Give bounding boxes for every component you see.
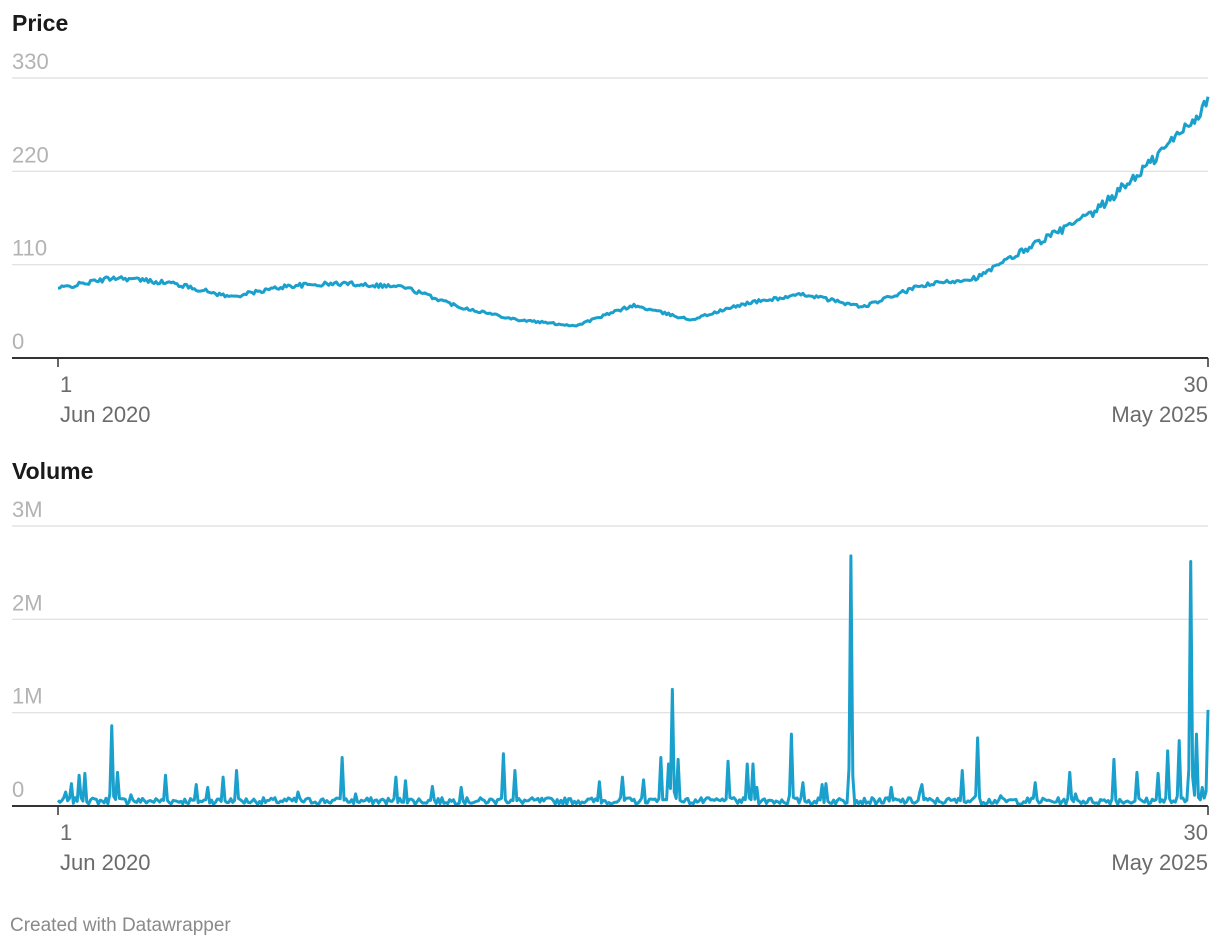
price-chart: 0 110 220 330 1 Jun 2020 30 May 2025 xyxy=(12,49,1210,427)
volume-chart-title: Volume xyxy=(12,458,94,484)
volume-series-line xyxy=(56,554,1210,806)
price-y-tick-label: 220 xyxy=(12,142,49,167)
volume-x-tick-label-day: 1 xyxy=(60,820,72,845)
volume-x-tick-label-day: 30 xyxy=(1184,820,1208,845)
footer-credit: Created with Datawrapper xyxy=(10,915,231,936)
price-x-tick-label-month: May 2025 xyxy=(1111,402,1208,427)
price-series-line xyxy=(57,96,1210,328)
volume-y-tick-label: 0 xyxy=(12,777,24,802)
volume-y-tick-label: 2M xyxy=(12,590,43,615)
volume-chart: 0 1M 2M 3M 1 Jun 2020 30 May 2025 xyxy=(12,497,1210,875)
price-y-tick-label: 0 xyxy=(12,329,24,354)
price-y-tick-label: 330 xyxy=(12,49,49,74)
volume-y-tick-label: 3M xyxy=(12,497,43,522)
price-x-tick-label-month: Jun 2020 xyxy=(60,402,151,427)
volume-y-tick-label: 1M xyxy=(12,684,43,709)
price-chart-title: Price xyxy=(12,10,69,36)
volume-x-tick-label-month: May 2025 xyxy=(1111,850,1208,875)
volume-x-tick-label-month: Jun 2020 xyxy=(60,850,151,875)
price-y-tick-label: 110 xyxy=(12,236,47,261)
price-x-tick-label-day: 30 xyxy=(1184,372,1208,397)
price-x-tick-label-day: 1 xyxy=(60,372,72,397)
